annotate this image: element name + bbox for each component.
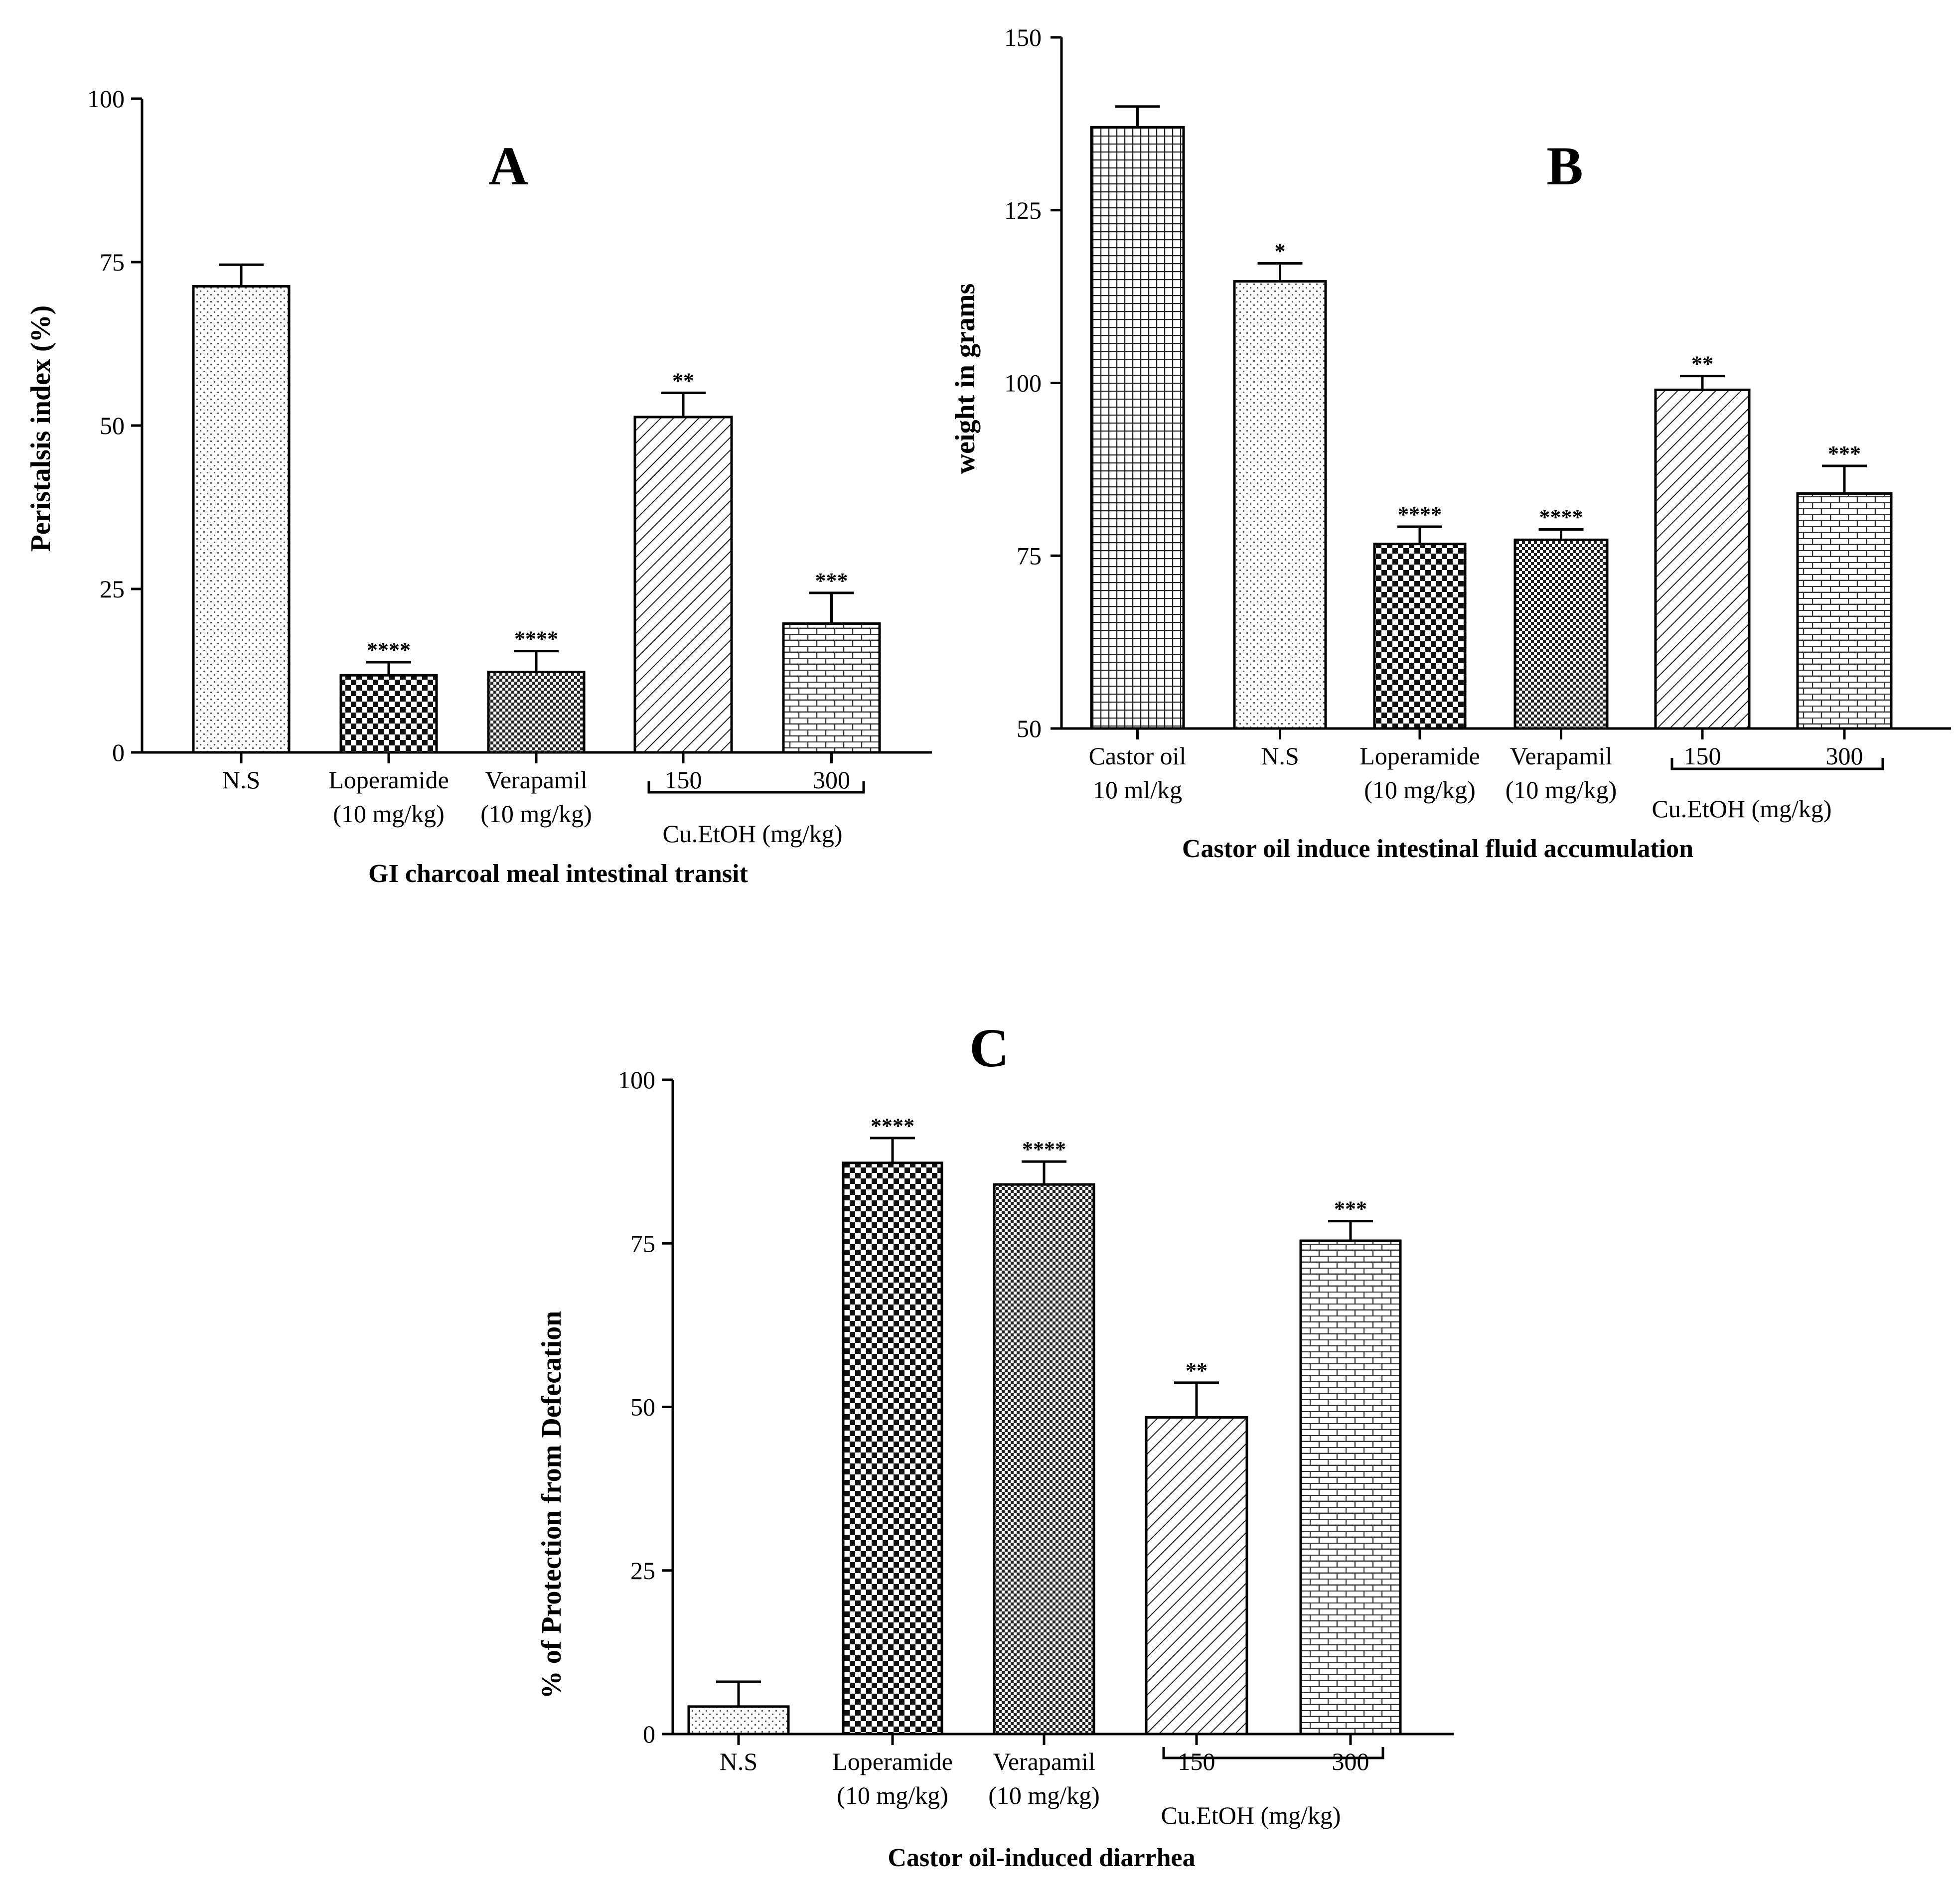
panel-c-y-tick-label: 100 (618, 1066, 655, 1094)
panel-b-bar (1234, 281, 1326, 728)
panel-c-category-sublabel: (10 mg/kg) (837, 1781, 948, 1809)
panel-b-significance-label: **** (1539, 505, 1583, 530)
panel-c-y-tick-label: 0 (643, 1720, 655, 1748)
panel-a-significance-label: *** (815, 569, 848, 593)
panel-c-title: C (969, 1017, 1009, 1078)
panel-a-category-label: Verapamil (485, 766, 587, 794)
panel-a-bar (783, 623, 880, 752)
panel-a-significance-label: **** (367, 638, 411, 662)
panel-a-y-axis-title: Peristalsis index (%) (25, 305, 56, 552)
panel-a-title: A (488, 136, 528, 196)
panel-b-bar (1656, 390, 1749, 728)
panel-c-y-tick-label: 50 (630, 1393, 655, 1421)
panel-c-significance-label: **** (1022, 1137, 1066, 1162)
panel-a-bar (193, 286, 289, 752)
panel-c-group-bracket (1162, 1747, 1384, 1759)
panel-b-y-axis-title: weight in grams (950, 284, 981, 474)
panel-a-x-axis-title: GI charcoal meal intestinal transit (368, 860, 748, 888)
panel-a-chart: A Peristalsis index (%) GI charcoal meal… (25, 85, 932, 888)
panel-b-category-sublabel: (10 mg/kg) (1506, 776, 1617, 804)
panel-b-category-label: Loperamide (1359, 742, 1480, 770)
panel-c-category-label: 150 (1178, 1747, 1215, 1775)
panel-c-x-axis-title: Castor oil-induced diarrhea (888, 1844, 1195, 1872)
panel-a-y-tick-label: 0 (112, 738, 125, 766)
panel-b-category-sublabel: 10 ml/kg (1093, 776, 1182, 804)
panel-c-y-tick-label: 25 (630, 1557, 655, 1585)
panel-a-category-label: N.S (222, 766, 260, 794)
panel-c-bar (843, 1162, 942, 1734)
panel-a-group-label: Cu.EtOH (mg/kg) (662, 820, 842, 848)
panel-a-category-sublabel: (10 mg/kg) (333, 800, 445, 828)
panel-c-y-tick-label: 75 (630, 1229, 655, 1257)
panel-b-significance-label: ** (1691, 352, 1713, 376)
panel-b-y-tick-label: 75 (1017, 542, 1042, 570)
panel-a-bar (488, 672, 584, 752)
panel-b-category-label: 300 (1826, 742, 1863, 770)
panel-c-chart: C % of Protection from Defecation Castor… (536, 1017, 1454, 1872)
panel-b-bar (1798, 493, 1891, 728)
panel-a-category-label: 300 (813, 766, 850, 794)
panel-c-category-label: 300 (1332, 1747, 1369, 1775)
panel-b-category-label: 150 (1684, 742, 1721, 770)
panel-a-group-bracket (647, 781, 865, 794)
panel-b-category-label: Castor oil (1089, 742, 1187, 770)
panel-c-bar (994, 1184, 1094, 1734)
panel-c-significance-label: *** (1334, 1197, 1367, 1221)
panel-b-category-label: N.S (1261, 742, 1299, 770)
panel-b-category-label: Verapamil (1510, 742, 1612, 770)
panel-a-category-sublabel: (10 mg/kg) (480, 800, 592, 828)
panel-c-category-sublabel: (10 mg/kg) (988, 1781, 1100, 1809)
panel-a-y-tick-label: 25 (100, 575, 125, 603)
panel-b-significance-label: *** (1828, 441, 1861, 466)
panel-c-category-label: Verapamil (993, 1747, 1095, 1775)
panel-a-category-label: 150 (665, 766, 702, 794)
panel-a-significance-label: ** (672, 368, 694, 393)
panel-b-bar (1091, 127, 1184, 728)
panel-b-bar (1515, 540, 1607, 728)
panel-a-significance-label: **** (514, 627, 558, 651)
panel-a-y-tick-label: 75 (100, 248, 125, 276)
panel-b-category-sublabel: (10 mg/kg) (1364, 776, 1476, 804)
panel-b-significance-label: **** (1398, 502, 1442, 527)
panel-c-group-label: Cu.EtOH (mg/kg) (1161, 1801, 1341, 1829)
panel-c-bar (1301, 1240, 1400, 1734)
panel-a-bar (341, 675, 437, 752)
panel-a-y-tick-label: 100 (87, 85, 125, 113)
panel-c-bar (689, 1706, 788, 1734)
panel-c-category-label: Loperamide (832, 1747, 953, 1775)
panel-b-y-tick-label: 150 (1004, 23, 1042, 51)
panel-b-group-bracket (1670, 758, 1884, 770)
panel-c-significance-label: **** (871, 1114, 914, 1138)
panel-c-category-label: N.S (720, 1747, 757, 1775)
panel-b-group-label: Cu.EtOH (mg/kg) (1652, 795, 1831, 823)
panel-a-y-tick-label: 50 (100, 412, 125, 439)
panel-a-bar (635, 417, 732, 752)
panel-b-title: B (1546, 136, 1583, 196)
panel-c-significance-label: ** (1186, 1358, 1207, 1383)
panel-b-bar (1374, 544, 1465, 728)
panel-b-y-tick-label: 125 (1004, 196, 1042, 224)
panel-c-bar (1146, 1417, 1247, 1734)
panel-b-significance-label: * (1275, 239, 1286, 264)
panel-a-category-label: Loperamide (328, 766, 449, 794)
panel-b-y-tick-label: 100 (1004, 369, 1042, 397)
panel-b-chart: B weight in grams Castor oil induce inte… (950, 23, 1951, 863)
panel-c-y-axis-title: % of Protection from Defecation (536, 1311, 567, 1699)
panel-b-y-tick-label: 50 (1017, 715, 1042, 742)
panel-b-x-axis-title: Castor oil induce intestinal fluid accum… (1182, 835, 1693, 863)
